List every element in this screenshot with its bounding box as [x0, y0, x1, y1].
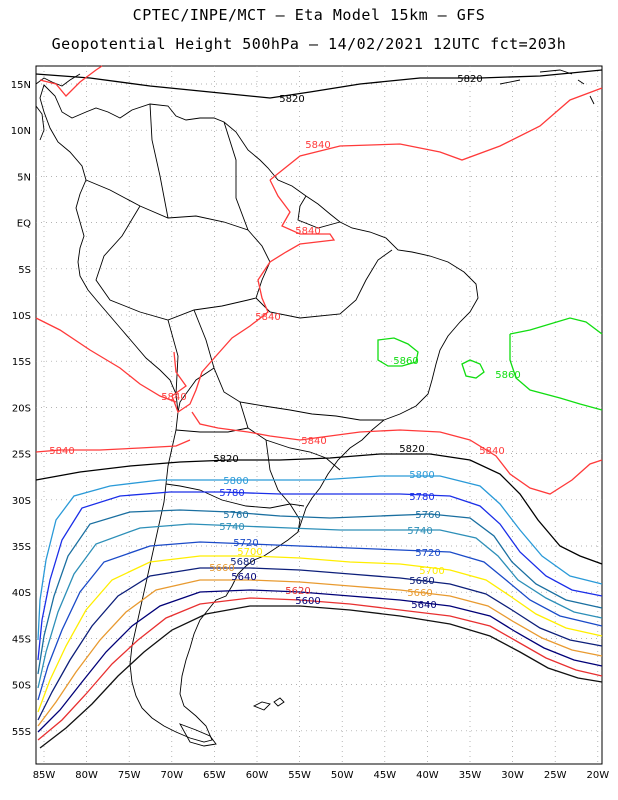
- latitude-label: 35S: [12, 542, 31, 553]
- latitude-label: 50S: [12, 681, 31, 692]
- contour-label: 5860: [495, 370, 520, 381]
- coastlines: [35, 69, 595, 747]
- longitude-labels: 85W 80W 75W 70W 65W 60W 55W 50W 45W 40W 35W 30W 25W 2…: [33, 770, 610, 781]
- contour-label: 5640: [231, 572, 256, 583]
- latitude-label: 55S: [12, 727, 31, 738]
- contour-label: 5640: [411, 600, 436, 611]
- contour-label: 5660: [209, 563, 234, 574]
- contour-5800: [37, 475, 603, 641]
- longitude-label: 20W: [586, 770, 609, 781]
- contour-5840-northwest: [39, 65, 103, 97]
- contour-label: 5800: [223, 476, 248, 487]
- longitude-label: 35W: [459, 770, 482, 781]
- contour-label: 5760: [223, 510, 248, 521]
- contour-5860-brazil: [377, 337, 419, 367]
- contour-label: 5780: [219, 488, 244, 499]
- longitude-label: 70W: [160, 770, 183, 781]
- contour-5740: [37, 523, 603, 689]
- country-borders: [85, 103, 393, 533]
- latitude-label: EQ: [17, 219, 31, 230]
- contour-5840-north: [269, 87, 603, 181]
- contour-5860-atlantic: [509, 317, 603, 411]
- contour-label: 5680: [230, 557, 255, 568]
- south-america-coastline: [39, 84, 479, 743]
- latitude-label: 20S: [12, 403, 31, 414]
- contour-5640: [37, 589, 603, 733]
- central-america-coast: [35, 73, 81, 141]
- contour-label: 5840: [301, 436, 326, 447]
- latitude-label: 45S: [12, 634, 31, 645]
- contour-label: 5840: [295, 226, 320, 237]
- latitude-label: 15S: [12, 357, 31, 368]
- contour-label: 5820: [279, 94, 304, 105]
- map-frame: [35, 65, 603, 765]
- contour-label: 5680: [409, 576, 434, 587]
- tierra-del-fuego: [179, 723, 217, 747]
- contour-label: 5620: [285, 586, 310, 597]
- longitude-label: 40W: [416, 770, 439, 781]
- contour-5840-west: [35, 317, 177, 403]
- longitude-label: 25W: [544, 770, 567, 781]
- contour-labels: 5820 5820 5840 5840 5840 5840 5840 5840 5840 5860…: [49, 74, 520, 611]
- latitude-label: 40S: [12, 588, 31, 599]
- contour-label: 5780: [409, 492, 434, 503]
- caribbean-islands: [499, 69, 595, 105]
- latitude-label: 25S: [12, 450, 31, 461]
- contour-label: 5840: [255, 312, 280, 323]
- contour-5840-southwest: [35, 439, 191, 453]
- longitude-label: 60W: [246, 770, 269, 781]
- latitude-label: 30S: [12, 496, 31, 507]
- contour-5600: [39, 605, 603, 749]
- contour-label: 5700: [419, 566, 444, 577]
- contour-label: 5800: [409, 470, 434, 481]
- contour-label: 5840: [305, 140, 330, 151]
- contour-5700: [37, 555, 603, 713]
- longitude-label: 85W: [33, 770, 56, 781]
- contour-label: 5700: [237, 547, 262, 558]
- contour-label: 5600: [295, 596, 320, 607]
- contour-5680: [37, 567, 603, 721]
- contour-5840-south: [191, 411, 603, 495]
- contour-5820-south: [35, 453, 603, 565]
- contour-5860-small: [461, 359, 485, 379]
- longitude-label: 55W: [288, 770, 311, 781]
- contour-label: 5740: [407, 526, 432, 537]
- longitude-label: 45W: [373, 770, 396, 781]
- latitude-labels: 15N 10N 5N EQ 5S 10S 15S 20S 25S 30S 35S 40S 45S 50S 5…: [11, 80, 31, 738]
- chart-title: CPTEC/INPE/MCT – Eta Model 15km – GFS: [132, 6, 486, 24]
- contour-label: 5840: [479, 446, 504, 457]
- longitude-label: 75W: [118, 770, 141, 781]
- contour-label: 5840: [161, 392, 186, 403]
- contour-label: 5860: [393, 356, 418, 367]
- latitude-label: 5N: [17, 172, 31, 183]
- latitude-label: 5S: [18, 265, 31, 276]
- longitude-label: 30W: [501, 770, 524, 781]
- contour-5660: [37, 579, 603, 727]
- contour-5720: [37, 541, 603, 701]
- falkland-islands: [252, 697, 285, 711]
- latitude-label: 10S: [12, 311, 31, 322]
- height-contours: [35, 65, 603, 749]
- contour-5840-interior: [171, 179, 336, 413]
- contour-label: 5820: [213, 454, 238, 465]
- contour-5620: [37, 597, 603, 741]
- contour-5780: [37, 491, 603, 661]
- latitude-label: 10N: [11, 126, 31, 137]
- contour-label: 5720: [415, 548, 440, 559]
- contour-5760: [37, 509, 603, 675]
- contour-label: 5660: [407, 588, 432, 599]
- contour-label: 5740: [219, 522, 244, 533]
- contour-label: 5840: [49, 446, 74, 457]
- latitude-label: 15N: [11, 80, 31, 91]
- contour-label: 5820: [457, 74, 482, 85]
- longitude-label: 80W: [75, 770, 98, 781]
- longitude-label: 50W: [331, 770, 354, 781]
- contour-label: 5760: [415, 510, 440, 521]
- contour-label: 5720: [233, 538, 258, 549]
- contour-5820-north: [35, 69, 603, 99]
- contour-label: 5820: [399, 444, 424, 455]
- longitude-label: 65W: [203, 770, 226, 781]
- chart-subtitle: Geopotential Height 500hPa – 14/02/2021 …: [51, 35, 567, 53]
